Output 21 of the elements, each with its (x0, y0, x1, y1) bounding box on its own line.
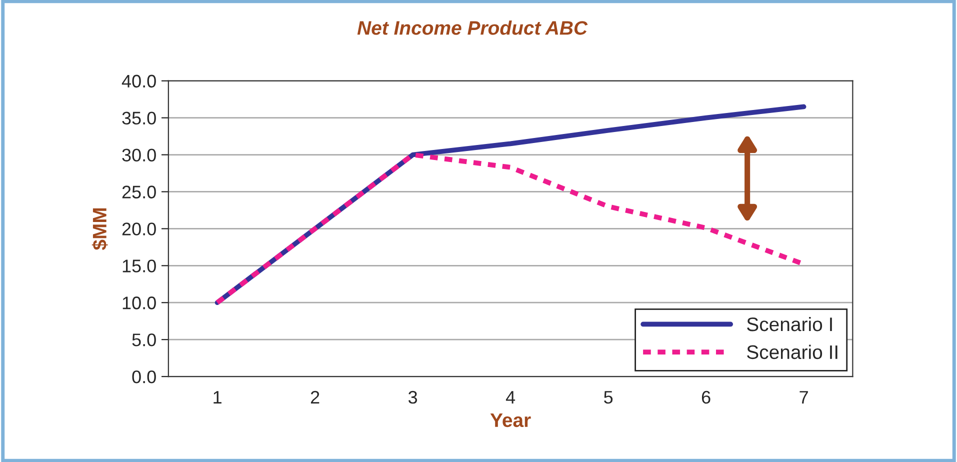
x-axis-title: Year (490, 414, 531, 428)
y-tick-label: 25.0 (122, 186, 156, 198)
x-tick-label: 6 (702, 390, 710, 404)
legend-label: Scenario II (747, 344, 838, 360)
y-tick-label: 30.0 (122, 148, 156, 162)
x-tick-label: 5 (604, 391, 613, 404)
x-tick-label: 4 (506, 391, 516, 404)
y-axis-title: $MM (92, 208, 108, 250)
x-tick-label: 7 (800, 391, 808, 404)
legend-label: Scenario I (747, 316, 832, 332)
y-tick-label: 20.0 (122, 222, 156, 236)
y-tick-label: 0.0 (132, 370, 156, 384)
y-tick-label: 40.0 (122, 74, 156, 88)
y-tick-label: 5.0 (132, 334, 156, 346)
y-tick-label: 10.0 (122, 296, 156, 310)
x-tick-label: 2 (310, 390, 320, 404)
x-tick-label: 3 (408, 390, 418, 404)
y-tick-label: 35.0 (122, 112, 156, 125)
y-tick-label: 15.0 (122, 260, 156, 272)
chart-title: Net Income Product ABC (357, 20, 588, 35)
x-tick-label: 1 (214, 391, 222, 404)
